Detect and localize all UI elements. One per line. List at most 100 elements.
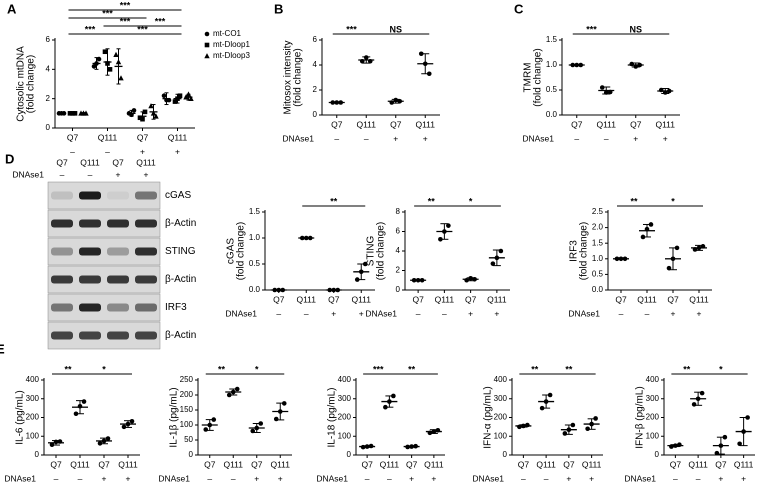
data-point	[115, 59, 122, 65]
y-axis-label: IFN-α (pg/mL)	[483, 386, 494, 448]
y-axis-label: (fold change)	[26, 55, 37, 113]
data-point	[714, 450, 720, 456]
treatment-name: DNAse1	[522, 133, 554, 143]
data-point	[517, 424, 522, 430]
treatment-label: –	[673, 473, 678, 483]
y-tick-label: 2.5	[592, 207, 604, 216]
x-tick-label: Q111	[351, 294, 371, 304]
data-point	[666, 265, 672, 271]
significance-label: **	[428, 196, 436, 206]
x-tick-label: Q7	[328, 294, 340, 304]
y-tick-label: 2	[396, 266, 401, 275]
data-point	[699, 390, 705, 396]
treatment-label: –	[334, 133, 339, 143]
panel-letter: A	[7, 1, 17, 16]
y-tick-label: 0	[503, 450, 508, 459]
y-tick-label: 4	[313, 60, 318, 69]
treatment-label: –	[521, 473, 526, 483]
blot-band	[51, 191, 73, 200]
data-point	[273, 416, 279, 422]
x-tick-label: Q7	[67, 132, 79, 142]
blot-band	[107, 191, 129, 200]
x-tick-label: Q7	[571, 119, 583, 129]
y-axis-label: TMRM	[523, 63, 534, 93]
x-tick-label: Q111	[637, 294, 657, 304]
x-tick-label: Q111	[118, 459, 138, 469]
x-tick-label: Q7	[390, 119, 402, 129]
data-point	[446, 223, 451, 228]
y-tick-label: 4	[396, 246, 401, 255]
x-tick-label: Q111	[688, 459, 708, 469]
treatment-label: –	[60, 169, 65, 179]
lane-label: Q111	[136, 157, 156, 167]
x-tick-label: Q111	[424, 459, 444, 469]
y-tick-label: 400	[646, 375, 660, 384]
y-tick-label: 400	[494, 375, 508, 384]
treatment-label: –	[365, 473, 370, 483]
data-point	[418, 51, 424, 57]
treatment-label: –	[70, 146, 75, 156]
blot-band	[51, 331, 73, 340]
treatment-label: +	[175, 146, 180, 156]
x-tick-label: Q111	[70, 459, 90, 469]
data-point	[121, 424, 127, 430]
data-point	[674, 245, 680, 251]
treatment-name: DNAse1	[12, 169, 44, 179]
data-point	[77, 403, 83, 409]
x-tick-label: Q111	[536, 459, 556, 469]
data-point	[73, 411, 79, 417]
blot-band	[51, 303, 73, 312]
significance-label: **	[683, 364, 691, 374]
y-tick-label: 0	[655, 450, 660, 459]
data-point	[585, 426, 590, 432]
data-point	[363, 55, 369, 60]
treatment-label: –	[304, 308, 309, 318]
y-tick-label: 2	[46, 94, 51, 103]
data-point	[113, 51, 119, 57]
legend-label: mt-CO1	[213, 29, 242, 38]
treatment-label: –	[88, 169, 93, 179]
legend-marker	[204, 31, 210, 37]
data-point	[105, 436, 111, 441]
treatment-label: +	[140, 146, 145, 156]
x-tick-label: Q7	[98, 459, 110, 469]
treatment-label: –	[619, 308, 624, 318]
y-tick-label: 1.5	[546, 35, 558, 44]
data-point	[172, 99, 178, 104]
x-tick-label: Q7	[563, 459, 575, 469]
treatment-label: +	[409, 473, 414, 483]
band-label: β-Actin	[165, 330, 196, 341]
lane-label: Q7	[56, 157, 68, 167]
treatment-label: +	[566, 473, 571, 483]
y-tick-label: 200	[26, 413, 40, 422]
data-point	[49, 442, 55, 447]
y-tick-label: 0.5	[249, 259, 261, 268]
treatment-name: DNAse1	[4, 473, 36, 483]
blot-band	[79, 275, 101, 284]
treatment-label: +	[116, 169, 121, 179]
treatment-label: –	[231, 473, 236, 483]
blot-band	[79, 331, 101, 340]
y-tick-label: 2	[313, 85, 318, 94]
data-point	[525, 422, 530, 428]
data-point	[677, 442, 682, 447]
y-tick-label: 300	[646, 394, 660, 403]
significance-label: ***	[137, 24, 148, 34]
y-axis-label: cGAS	[226, 238, 237, 264]
y-tick-label: 100	[338, 431, 352, 440]
data-point	[490, 261, 496, 266]
data-point	[438, 237, 443, 242]
significance-label: *	[719, 364, 723, 374]
x-tick-label: Q7	[518, 459, 530, 469]
x-tick-label: Q7	[667, 294, 679, 304]
significance-label: **	[565, 364, 573, 374]
y-tick-label: 1.0	[592, 254, 604, 263]
treatment-label: +	[663, 133, 668, 143]
data-point	[599, 85, 605, 90]
blot-band	[79, 191, 101, 200]
y-tick-label: 0	[313, 110, 318, 119]
treatment-label: –	[645, 308, 650, 318]
y-axis-label: Cytosolic mtDNA	[16, 46, 27, 122]
y-axis-label: (fold change)	[293, 48, 304, 106]
